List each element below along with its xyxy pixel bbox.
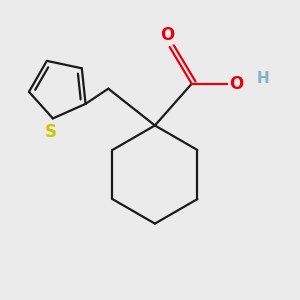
Text: O: O [160,26,174,44]
Text: O: O [229,75,243,93]
Text: H: H [256,71,269,86]
Text: S: S [44,123,56,141]
